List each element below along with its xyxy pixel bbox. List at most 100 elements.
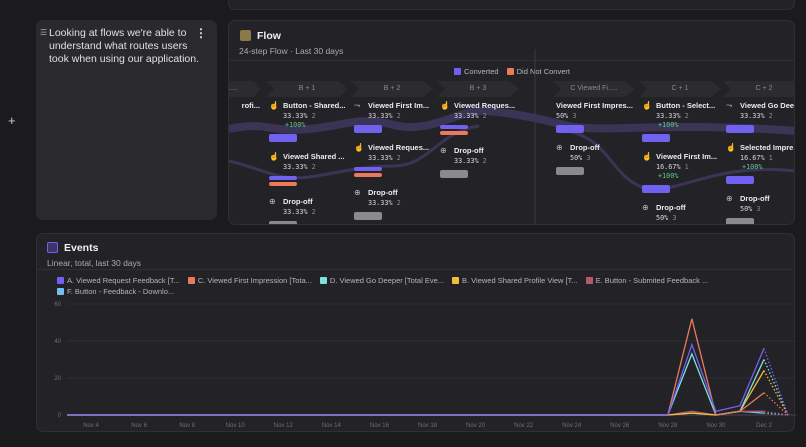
flow-card[interactable]: Flow 24-step Flow · Last 30 days Convert… (228, 20, 795, 225)
series-line-incomplete (763, 348, 789, 416)
flow-node-stat: 33.33% 2 (283, 208, 316, 216)
flow-node-stat: 33.33% 2 (368, 112, 401, 120)
flow-node[interactable]: ☝ Viewed First Im... 16.67% 1 +100% (642, 152, 720, 180)
series-line (67, 318, 765, 416)
legend-item[interactable]: F. Button - Feedback - Downlo... (57, 287, 174, 296)
click-icon: ☝ (354, 143, 364, 152)
series-line-incomplete (763, 370, 789, 416)
flow-icon (240, 30, 251, 41)
x-tick-label: Nov 26 (610, 423, 630, 429)
kebab-menu-icon[interactable]: ⋮ (195, 26, 207, 40)
flow-node-bar-dropoff (556, 167, 584, 175)
flow-node[interactable]: ☝ Button - Select... 33.33% 2 +100% (642, 101, 720, 129)
flow-node-stat: 33.33% 2 (368, 199, 401, 207)
events-chart[interactable]: 0 20 40 60 Nov 4 Nov 6 Nov 8 Nov 10 Nov 12 Nov 14… (37, 234, 796, 433)
flow-node-name: ⤳ Viewed First Im... (354, 101, 430, 110)
click-icon: ☝ (269, 152, 279, 161)
flow-step-column: C + 1 ☝ Button - Select... 33.33% 2 +100% ☝ Vi… (639, 81, 721, 224)
legend-item[interactable]: C. Viewed First Impression [Tota... (187, 276, 312, 285)
flow-step-header[interactable]: B + 2 (351, 81, 433, 97)
click-icon: ☝ (269, 101, 279, 110)
flow-node-name: rofi... (241, 101, 260, 110)
flow-node[interactable]: ⤳ Viewed Go Dee. 33.33% 2 (726, 101, 794, 120)
legend-item[interactable]: D. Viewed Go Deeper [Total Eve... (319, 276, 444, 285)
flow-node[interactable]: ⊕ Drop-off 33.33% 2 (354, 188, 432, 207)
flow-node-bar-dropoff (726, 218, 754, 224)
legend-item[interactable]: A. Viewed Request Feedback [T... (57, 276, 180, 285)
flow-node-bar-dropoff (269, 221, 297, 224)
flow-node[interactable]: ⊕ Drop-off 50% 3 (642, 203, 720, 222)
pageview-icon: ⤳ (354, 101, 361, 110)
flow-node-stat: 33.33% 2 (454, 157, 487, 165)
flow-node-name: ⊕ Drop-off (440, 146, 484, 155)
dropoff-icon: ⊕ (354, 188, 361, 197)
flow-node-stat: 33.33% 2 (283, 112, 316, 120)
flow-step-column: C Viewed Fi..... Viewed First Impres... 50… (553, 81, 635, 224)
events-card[interactable]: Events Linear, total, last 30 days A. Vi… (36, 233, 796, 433)
flow-node[interactable]: ⊕ Drop-off 50% 3 (556, 143, 634, 162)
dropoff-icon: ⊕ (726, 194, 733, 203)
dropoff-icon: ⊕ (269, 197, 276, 206)
flow-node-bar-dropoff (354, 212, 382, 220)
flow-step-header[interactable]: C Viewed Fi..... (553, 81, 635, 97)
series-line (67, 352, 765, 416)
flow-node[interactable]: Viewed First Impres... 50% 3 (556, 101, 634, 120)
flow-node[interactable]: ☝ Viewed Reques... 33.33% 2 (354, 143, 432, 162)
legend-item[interactable]: B. Viewed Shared Profile View [T... (452, 276, 578, 285)
flow-node-stat: 50% 3 (740, 205, 761, 213)
series-line (67, 342, 765, 416)
flow-step-column: C + 2 ⤳ Viewed Go Dee. 33.33% 2 ☝ Selected Im… (723, 81, 794, 224)
series-line (67, 370, 765, 416)
flow-node-bar-converted (726, 125, 754, 133)
flow-node-stat: 16.67% 1 (740, 154, 773, 162)
flow-node-bar-converted (354, 167, 382, 171)
add-icon[interactable]: + (8, 113, 16, 128)
drag-handle-icon[interactable]: ☰ (40, 28, 48, 37)
flow-step-header[interactable]: B + 1 (266, 81, 348, 97)
flow-node-stat: 33.33% 2 (656, 112, 689, 120)
flow-step-header[interactable]: C + 1 (639, 81, 721, 97)
text-card[interactable]: ☰ Looking at flows we're able to underst… (36, 20, 217, 220)
events-title: Events (64, 242, 99, 254)
flow-step-header[interactable]: h..... (229, 81, 261, 97)
flow-node[interactable]: ☝ Viewed Reques... 33.33% 2 (440, 101, 518, 120)
flow-subtitle: 24-step Flow · Last 30 days (239, 46, 344, 56)
divider (37, 269, 794, 270)
flow-node-name: ⊕ Drop-off (269, 197, 313, 206)
events-subtitle: Linear, total, last 30 days (47, 258, 142, 268)
flow-node-name: ☝ Viewed Reques... (440, 101, 516, 110)
x-tick-label: Nov 18 (418, 423, 438, 429)
flow-node-bar-not_converted (354, 173, 382, 177)
flow-step-column: B + 3 ☝ Viewed Reques... 33.33% 2 ⊕ Drop-off 3… (437, 81, 519, 224)
note-text: Looking at flows we're able to understan… (49, 27, 200, 65)
flow-node-stat: 16.67% 1 (656, 163, 689, 171)
flow-node[interactable]: ⊕ Drop-off 50% 3 (726, 194, 794, 213)
chart-legend: A. Viewed Request Feedback [T... C. Viewe… (57, 276, 787, 296)
x-tick-label: Nov 10 (226, 423, 246, 429)
flow-node-bar-converted (440, 125, 468, 129)
x-tick-label: Nov 24 (562, 423, 582, 429)
flow-node[interactable]: ⊕ Drop-off 33.33% 2 (440, 146, 518, 165)
flow-node[interactable]: ⊕ Drop-off 33.33% 2 (269, 197, 347, 216)
flow-node[interactable]: ☝ Viewed Shared ... 33.33% 2 (269, 152, 347, 171)
flow-node-bar-dropoff (440, 170, 468, 178)
legend-item[interactable]: E. Button - Submited Feedback ... (585, 276, 708, 285)
previous-card (228, 0, 795, 10)
dropoff-icon: ⊕ (556, 143, 563, 152)
insights-icon (47, 242, 58, 253)
flow-node-stat: 33.33% 2 (454, 112, 487, 120)
x-tick-label: Nov 30 (706, 423, 726, 429)
flow-node[interactable]: ⤳ Viewed First Im... 33.33% 2 (354, 101, 432, 120)
flow-step-header[interactable]: C + 2 (723, 81, 794, 97)
flow-step-header[interactable]: B + 3 (437, 81, 519, 97)
pageview-icon: ⤳ (726, 101, 733, 110)
flow-node[interactable]: ☝ Button - Shared... 33.33% 2 +100% (269, 101, 347, 129)
x-tick-label: Nov 28 (658, 423, 678, 429)
flow-node-stat: 33.33% 2 (740, 112, 773, 120)
y-tick-label: 20 (54, 376, 61, 382)
flow-node-bar-converted (726, 176, 754, 184)
x-tick-label: Dec 2 (756, 423, 772, 429)
flow-node-bar-converted (354, 125, 382, 133)
flow-node[interactable]: rofi... (229, 101, 260, 110)
flow-node[interactable]: ☝ Selected Impre.. 16.67% 1 +100% (726, 143, 794, 171)
